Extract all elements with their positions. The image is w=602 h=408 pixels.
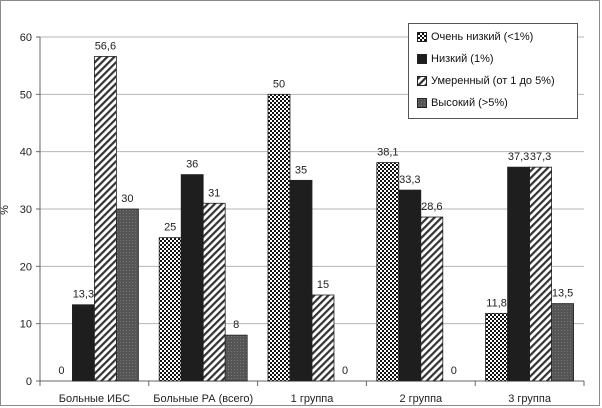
data-label: 8 [233, 319, 239, 331]
x-category-label: 1 группа [291, 393, 335, 405]
y-tick-label: 40 [20, 147, 32, 159]
bar [507, 166, 531, 382]
data-label: 13,3 [73, 289, 94, 301]
bar [529, 166, 552, 382]
data-label: 11,8 [486, 297, 507, 309]
data-label: 13,5 [552, 288, 573, 300]
bar [158, 237, 182, 382]
data-label: 50 [273, 78, 285, 90]
data-label: 15 [317, 279, 329, 291]
y-tick-label: 20 [20, 261, 32, 273]
bar [420, 216, 444, 382]
legend-label-moderate: Умеренный (от 1 до 5%) [431, 75, 555, 87]
y-tick-label: 10 [20, 319, 32, 331]
bar [94, 56, 117, 382]
legend-item-very-low: Очень низкий (<1%) [417, 30, 533, 44]
legend-swatch-low [417, 54, 427, 64]
data-label: 56,6 [95, 40, 116, 52]
data-label: 0 [58, 365, 64, 377]
x-category-label: Больные ИБС [59, 393, 130, 405]
data-label: 30 [121, 193, 133, 205]
legend-item-high: Высокий (>5%) [417, 96, 508, 110]
x-category-label: Больные РА (всего) [153, 393, 253, 405]
legend-swatch-very-low [417, 32, 427, 42]
data-label: 0 [451, 365, 457, 377]
y-tick-label: 30 [20, 204, 32, 216]
data-label: 35 [295, 164, 307, 176]
data-label: 31 [208, 187, 220, 199]
data-label: 38,1 [377, 147, 398, 159]
data-label: 37,3 [530, 151, 551, 163]
legend-label-very-low: Очень низкий (<1%) [431, 31, 534, 43]
bar [311, 294, 335, 382]
data-label: 36 [186, 159, 198, 171]
data-label: 0 [342, 365, 348, 377]
data-label: 33,3 [399, 174, 420, 186]
bar [224, 334, 248, 382]
legend-label-low: Низкий (1%) [431, 53, 494, 65]
bar [376, 162, 400, 382]
y-tick-label: 50 [20, 89, 32, 101]
y-tick-label: 0 [26, 376, 32, 388]
bar [267, 93, 291, 382]
bar [398, 189, 422, 382]
x-category-label: 3 группа [508, 393, 552, 405]
bar [180, 174, 204, 382]
legend-label-high: Высокий (>5%) [431, 97, 508, 109]
bar [289, 179, 313, 382]
chart-legend: Очень низкий (<1%) Низкий (1%) Умеренный… [408, 23, 578, 119]
legend-swatch-high [417, 98, 427, 108]
bar [72, 304, 95, 382]
bar [202, 202, 226, 382]
data-label: 37,3 [508, 151, 529, 163]
legend-swatch-moderate [417, 76, 427, 86]
legend-item-low: Низкий (1%) [417, 52, 494, 66]
x-category-label: 2 группа [399, 393, 443, 405]
bar [551, 303, 574, 382]
y-tick-label: 60 [20, 32, 32, 44]
bar [485, 312, 509, 382]
data-label: 28,6 [421, 201, 442, 213]
data-label: 25 [164, 222, 176, 234]
legend-item-moderate: Умеренный (от 1 до 5%) [417, 74, 555, 88]
y-axis-label: % [0, 205, 11, 215]
bar [116, 208, 139, 382]
